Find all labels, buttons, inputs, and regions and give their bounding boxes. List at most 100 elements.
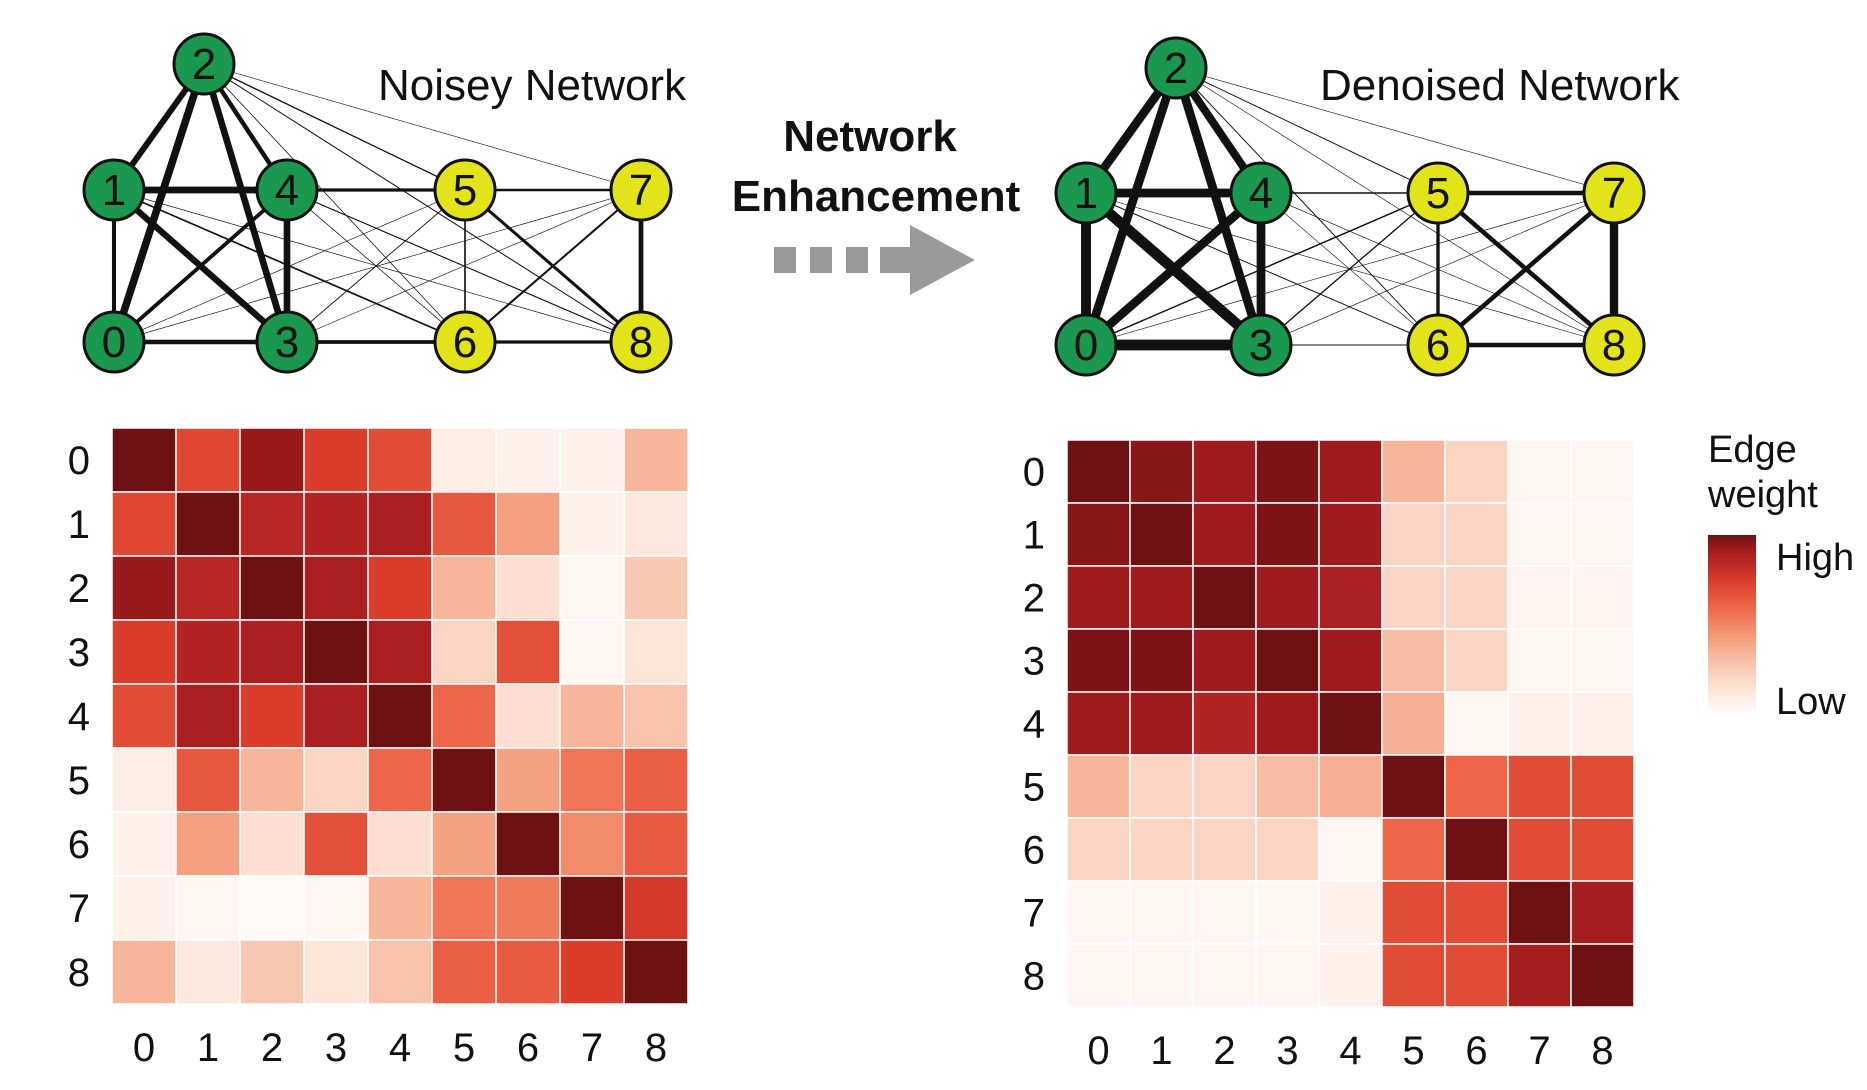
noisy-heatmap-col-label: 4	[389, 1026, 411, 1070]
noisy-heatmap-cell-7-1	[175, 875, 241, 941]
denoised-heatmap-cell-4-3	[1255, 691, 1320, 756]
denoised-heatmap-cell-4-5	[1381, 691, 1446, 756]
noisy-heatmap-cell-8-0	[111, 939, 177, 1005]
legend-low-label: Low	[1776, 681, 1846, 723]
denoised-heatmap-cell-0-2	[1192, 439, 1257, 504]
noisy-heatmap-cell-1-4	[367, 491, 433, 557]
denoised-heatmap-row-label: 6	[1023, 829, 1045, 873]
noisy-heatmap-cell-6-2	[239, 811, 305, 877]
noisy-network-edge-1-8	[113, 189, 642, 343]
denoised-heatmap-cell-5-2	[1192, 754, 1257, 819]
noisy-heatmap-cell-3-6	[495, 619, 561, 685]
noisy-heatmap-cell-1-6	[495, 491, 561, 557]
denoised-heatmap-cell-7-4	[1318, 880, 1383, 945]
denoised-heatmap-cell-1-6	[1444, 502, 1509, 567]
denoised-heatmap-col-label: 6	[1465, 1029, 1487, 1073]
denoised-heatmap-cell-8-4	[1318, 943, 1383, 1008]
denoised-network-node-label: 1	[1074, 169, 1098, 218]
noisy-network-node-6	[433, 310, 497, 374]
noisy-heatmap-cell-5-4	[367, 747, 433, 813]
denoised-heatmap-cell-6-1	[1129, 817, 1194, 882]
noisy-heatmap-row-label: 5	[68, 759, 90, 803]
noisy-heatmap-row-label: 1	[68, 503, 90, 547]
noisy-heatmap-cell-1-3	[303, 491, 369, 557]
noisy-network-node-label: 8	[629, 318, 653, 367]
denoised-heatmap-row-label: 5	[1023, 766, 1045, 810]
denoised-heatmap-cell-3-5	[1381, 628, 1446, 693]
denoised-heatmap-cell-0-3	[1255, 439, 1320, 504]
noisy-heatmap-cell-1-0	[111, 491, 177, 557]
noisy-heatmap-cell-5-6	[495, 747, 561, 813]
noisy-heatmap-cell-5-0	[111, 747, 177, 813]
denoised-network-node-6	[1406, 313, 1470, 377]
denoised-heatmap-cell-0-6	[1444, 439, 1509, 504]
legend-title-line1: Edge	[1708, 429, 1797, 471]
noisy-network-edge-3-5	[286, 189, 466, 343]
noisy-network-node-8	[609, 310, 673, 374]
noisy-heatmap-cell-1-1	[175, 491, 241, 557]
denoised-heatmap-cell-7-7	[1507, 880, 1572, 945]
transition-label-line2: Enhancement	[732, 172, 1021, 221]
noisy-network-edge-4-8	[286, 189, 642, 343]
noisy-heatmap-cell-6-7	[559, 811, 625, 877]
denoised-heatmap-col-label: 2	[1213, 1029, 1235, 1073]
denoised-network-node-label: 5	[1426, 169, 1450, 218]
denoised-network-node-label: 0	[1074, 321, 1098, 370]
noisy-heatmap-cell-2-8	[623, 555, 689, 621]
noisy-heatmap-col-label: 8	[645, 1026, 667, 1070]
noisy-heatmap-cell-4-3	[303, 683, 369, 749]
noisy-heatmap-cell-0-5	[431, 427, 497, 493]
noisy-heatmap-cell-1-5	[431, 491, 497, 557]
denoised-heatmap-cell-8-6	[1444, 943, 1509, 1008]
denoised-heatmap-cell-0-8	[1570, 439, 1635, 504]
denoised-heatmap-cell-2-4	[1318, 565, 1383, 630]
noisy-heatmap-cell-0-6	[495, 427, 561, 493]
noisy-heatmap-cell-4-1	[175, 683, 241, 749]
noisy-heatmap-cell-5-7	[559, 747, 625, 813]
noisy-heatmap-cell-3-2	[239, 619, 305, 685]
noisy-heatmap-col-label: 2	[261, 1026, 283, 1070]
noisy-heatmap-cell-2-5	[431, 555, 497, 621]
denoised-heatmap-cell-4-2	[1192, 691, 1257, 756]
noisy-heatmap-cell-3-7	[559, 619, 625, 685]
denoised-network-node-4	[1229, 161, 1293, 225]
denoised-heatmap-cell-1-2	[1192, 502, 1257, 567]
denoised-heatmap-col-label: 3	[1276, 1029, 1298, 1073]
denoised-heatmap-cell-0-5	[1381, 439, 1446, 504]
noisy-heatmap-cell-4-4	[367, 683, 433, 749]
noisy-network-node-label: 6	[453, 318, 477, 367]
noisy-heatmap-row-label: 4	[68, 695, 90, 739]
noisy-heatmap-cell-3-4	[367, 619, 433, 685]
noisy-heatmap-col-label: 1	[197, 1026, 219, 1070]
noisy-network-node-label: 7	[629, 166, 653, 215]
denoised-network-node-7	[1582, 161, 1646, 225]
edge-weight-legend: Edge weight High Low	[1707, 429, 1854, 723]
denoised-heatmap-cell-7-1	[1129, 880, 1194, 945]
denoised-network-node-5	[1406, 161, 1470, 225]
noisy-heatmap-cell-6-0	[111, 811, 177, 877]
denoised-network-edge-2-3	[1171, 63, 1266, 350]
denoised-heatmap-cell-1-7	[1507, 502, 1572, 567]
denoised-heatmap-cell-2-2	[1192, 565, 1257, 630]
denoised-heatmap-cell-6-6	[1444, 817, 1509, 882]
noisy-heatmap-cell-8-1	[175, 939, 241, 1005]
denoised-network-node-label: 2	[1164, 44, 1188, 93]
denoised-heatmap-cell-5-0	[1066, 754, 1131, 819]
denoised-network-edge-0-2	[1081, 63, 1181, 350]
denoised-network-node-0	[1054, 313, 1118, 377]
denoised-network-edge-2-6	[1175, 67, 1439, 346]
legend-high-label: High	[1776, 537, 1854, 579]
denoised-heatmap-cell-8-5	[1381, 943, 1446, 1008]
denoised-heatmap-cell-0-7	[1507, 439, 1572, 504]
noisy-network-node-label: 1	[102, 166, 126, 215]
denoised-heatmap-cell-1-1	[1129, 502, 1194, 567]
denoised-heatmap-cell-5-6	[1444, 754, 1509, 819]
noisy-heatmap-row-label: 6	[68, 823, 90, 867]
noisy-heatmap-cell-2-1	[175, 555, 241, 621]
denoised-heatmap-cell-8-2	[1192, 943, 1257, 1008]
denoised-heatmap-cell-6-4	[1318, 817, 1383, 882]
denoised-heatmap-cell-0-1	[1129, 439, 1194, 504]
noisy-heatmap-cell-6-5	[431, 811, 497, 877]
noisy-heatmap-cell-4-7	[559, 683, 625, 749]
